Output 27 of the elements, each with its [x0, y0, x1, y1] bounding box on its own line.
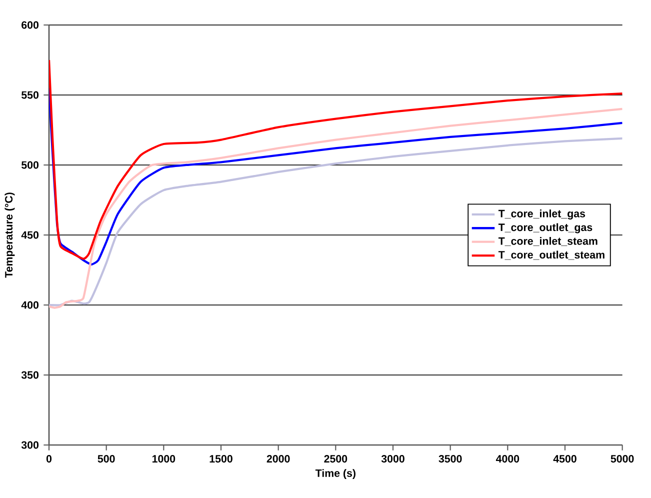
x-tick-label: 2000	[266, 455, 290, 463]
y-tick-label: 550	[21, 91, 39, 99]
x-tick-label: 5000	[610, 455, 634, 463]
x-tick-label: 4500	[553, 455, 576, 463]
x-tick-label: 1000	[152, 455, 176, 463]
x-tick-label: 4000	[496, 455, 520, 463]
x-axis-title: Time (s)	[315, 469, 356, 480]
x-tick-label: 0	[46, 455, 52, 463]
legend-label: T_core_inlet_steam	[498, 236, 598, 246]
legend-label: T_core_outlet_steam	[498, 250, 604, 260]
line-series	[49, 58, 622, 260]
y-tick-label: 450	[21, 231, 39, 239]
y-tick-label: 300	[21, 441, 39, 449]
line-series	[49, 108, 622, 309]
y-tick-label: 500	[21, 161, 39, 169]
x-tick-label: 1500	[210, 455, 232, 463]
legend-label: T_core_inlet_gas	[498, 210, 586, 220]
x-tick-label: 3000	[381, 455, 404, 463]
y-tick-label: 600	[22, 21, 39, 29]
y-tick-label: 400	[21, 301, 39, 309]
line-series	[49, 137, 622, 306]
y-axis-title: Temperature (°C)	[4, 192, 15, 278]
x-tick-label: 3500	[438, 455, 462, 463]
legend-label: T_core_outlet_gas	[498, 223, 592, 234]
x-tick-label: 2500	[324, 455, 348, 463]
x-tick-label: 500	[98, 455, 115, 463]
y-tick-label: 350	[21, 371, 39, 379]
